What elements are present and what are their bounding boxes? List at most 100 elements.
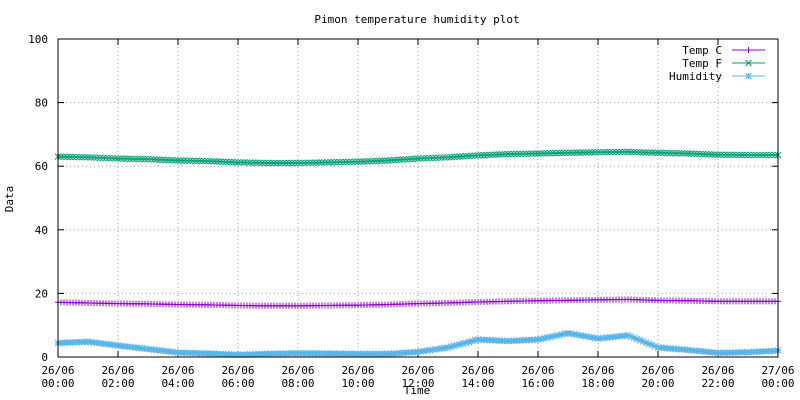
y-tick-label: 80 xyxy=(35,97,48,110)
marker-stroke xyxy=(594,148,602,156)
marker-stroke xyxy=(429,154,437,162)
marker-stroke xyxy=(669,149,677,157)
data-point xyxy=(420,154,428,162)
marker-stroke xyxy=(603,148,611,156)
marker-stroke xyxy=(615,148,623,156)
marker-stroke xyxy=(414,155,422,162)
data-point xyxy=(693,150,701,158)
marker-stroke xyxy=(207,157,215,165)
data-point xyxy=(603,148,611,156)
data-point xyxy=(594,148,602,156)
marker-stroke xyxy=(738,151,746,159)
marker-stroke xyxy=(633,148,641,156)
marker-stroke xyxy=(570,330,578,338)
data-point xyxy=(468,152,476,160)
data-point xyxy=(480,151,488,159)
data-point xyxy=(489,151,497,159)
data-point xyxy=(219,158,227,166)
data-point xyxy=(147,155,155,163)
marker-stroke xyxy=(327,158,335,166)
marker-stroke xyxy=(681,150,689,157)
marker-stroke xyxy=(756,151,764,159)
data-point xyxy=(582,149,590,156)
data-point xyxy=(210,158,218,165)
data-point xyxy=(492,151,500,158)
marker-stroke xyxy=(696,150,704,158)
data-point xyxy=(447,153,455,161)
marker-stroke xyxy=(252,159,260,167)
marker-stroke xyxy=(369,157,377,165)
data-point xyxy=(627,148,635,156)
marker-stroke xyxy=(465,152,473,160)
data-point xyxy=(771,151,779,159)
marker-stroke xyxy=(672,149,680,157)
marker-stroke xyxy=(309,159,317,167)
data-point xyxy=(729,151,737,159)
marker-stroke xyxy=(129,155,137,163)
data-point xyxy=(663,149,671,157)
data-point xyxy=(756,151,764,159)
marker-stroke xyxy=(633,335,641,343)
series-temp-f xyxy=(54,148,782,167)
marker-stroke xyxy=(534,150,542,157)
marker-stroke xyxy=(726,151,734,159)
marker-stroke xyxy=(708,151,716,158)
data-point xyxy=(300,159,308,167)
data-point xyxy=(522,150,530,158)
data-point xyxy=(762,151,770,159)
data-point xyxy=(606,148,614,156)
marker-stroke xyxy=(579,332,587,340)
data-point xyxy=(498,151,506,158)
data-point xyxy=(231,158,239,166)
marker-stroke xyxy=(630,334,638,342)
marker-stroke xyxy=(492,151,500,158)
data-point xyxy=(657,149,665,157)
data-point xyxy=(120,155,128,163)
data-point xyxy=(459,152,467,160)
marker-stroke xyxy=(201,157,209,165)
data-point xyxy=(354,158,362,166)
marker-stroke xyxy=(675,149,683,157)
data-point xyxy=(93,154,101,162)
marker-stroke xyxy=(624,148,632,156)
marker-stroke xyxy=(411,155,419,163)
data-point xyxy=(312,159,320,166)
data-point xyxy=(747,151,755,159)
data-point xyxy=(585,149,593,156)
data-point xyxy=(654,149,662,157)
marker-stroke xyxy=(621,148,629,156)
data-point xyxy=(285,159,293,167)
data-point xyxy=(291,159,299,167)
marker-stroke xyxy=(393,156,401,164)
marker-stroke xyxy=(357,158,365,165)
data-point xyxy=(327,158,335,166)
data-point xyxy=(183,157,191,165)
data-point xyxy=(531,150,539,157)
data-point xyxy=(687,150,695,157)
data-point xyxy=(111,155,119,162)
marker-stroke xyxy=(258,159,266,167)
data-point xyxy=(168,156,176,164)
marker-stroke xyxy=(303,159,311,167)
data-point xyxy=(297,159,305,167)
marker-stroke xyxy=(690,150,698,158)
marker-stroke xyxy=(114,155,122,162)
x-tick-label-time: 22:00 xyxy=(701,377,734,390)
data-point xyxy=(399,156,407,163)
legend-marker xyxy=(745,59,752,67)
x-tick-label-time: 20:00 xyxy=(641,377,674,390)
data-point xyxy=(129,155,137,163)
marker-stroke xyxy=(474,152,482,159)
marker-stroke xyxy=(645,340,653,348)
marker-stroke xyxy=(147,155,155,163)
marker-stroke xyxy=(522,150,530,158)
data-point xyxy=(579,149,587,156)
marker-stroke xyxy=(189,157,197,165)
marker-stroke xyxy=(345,158,353,166)
marker-stroke xyxy=(78,153,86,161)
marker-stroke xyxy=(585,149,593,156)
x-tick-label-date: 26/06 xyxy=(341,364,374,377)
marker-stroke xyxy=(192,157,200,165)
marker-stroke xyxy=(60,153,68,161)
